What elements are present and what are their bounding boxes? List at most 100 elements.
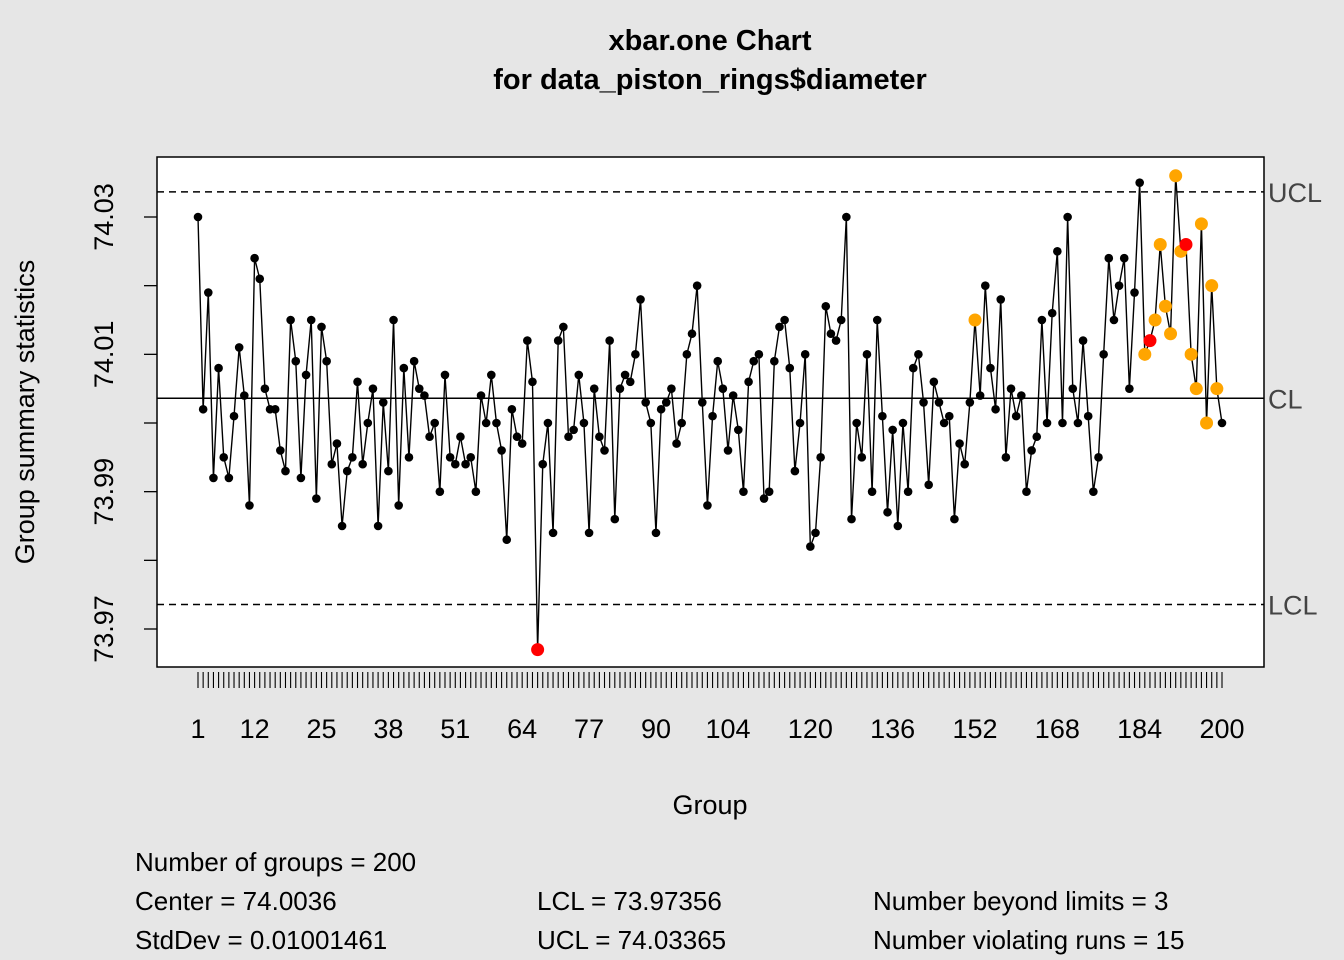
data-point: [363, 418, 373, 428]
data-point: [1032, 432, 1042, 442]
x-tick-label: 184: [1117, 714, 1162, 744]
data-point-violating-run: [1205, 279, 1219, 293]
data-point-violating-run: [1210, 382, 1224, 396]
data-point-violating-run: [1200, 416, 1214, 430]
chart-subtitle: for data_piston_rings$diameter: [493, 64, 927, 96]
data-point: [1114, 281, 1124, 290]
data-point: [224, 473, 234, 483]
data-point-violating-run: [1164, 327, 1178, 341]
plot-area: [156, 156, 1265, 668]
cl-label: CL: [1268, 384, 1303, 414]
y-axis: 73.97 73.99 74.01 74.03: [89, 183, 157, 663]
data-point: [692, 281, 702, 290]
data-point: [764, 487, 774, 496]
data-point: [677, 418, 686, 428]
data-point: [1022, 487, 1031, 496]
data-point: [975, 391, 985, 400]
data-point: [1135, 178, 1144, 187]
data-point: [1094, 453, 1103, 462]
data-point: [435, 487, 445, 496]
data-point: [651, 528, 661, 538]
data-point: [270, 404, 280, 414]
data-point: [888, 425, 897, 435]
data-point: [960, 459, 970, 469]
data-point: [1053, 247, 1062, 256]
data-point: [306, 315, 316, 325]
data-point: [847, 514, 856, 524]
data-point-violating-run: [1194, 217, 1208, 231]
data-point: [337, 521, 347, 531]
x-tick-label: 104: [705, 714, 750, 744]
data-point: [409, 356, 419, 366]
data-point: [502, 535, 512, 545]
data-point: [296, 473, 306, 483]
data-point: [1017, 391, 1026, 400]
data-point: [842, 212, 851, 222]
data-point: [240, 391, 249, 400]
data-point: [589, 384, 599, 393]
data-point: [461, 459, 470, 469]
data-point: [770, 356, 779, 366]
data-point: [785, 363, 795, 373]
data-point: [723, 446, 733, 455]
data-point: [414, 384, 424, 393]
data-point: [471, 487, 481, 496]
series-polyline: [197, 175, 1223, 650]
x-tick-label: 152: [952, 714, 997, 744]
data-point: [749, 356, 759, 366]
data-point: [934, 398, 944, 407]
data-point: [384, 466, 393, 476]
lcl-label: LCL: [1268, 591, 1318, 621]
data-point: [641, 398, 650, 407]
data-point: [564, 432, 573, 442]
data-point: [636, 295, 645, 304]
data-point: [867, 487, 877, 496]
data-point-violating-run: [1158, 299, 1172, 313]
data-point: [440, 370, 450, 380]
data-point: [389, 315, 398, 325]
data-point: [955, 439, 964, 448]
data-point: [574, 370, 584, 380]
data-point: [476, 391, 486, 400]
data-point: [1083, 411, 1093, 421]
data-point: [697, 398, 707, 407]
data-point: [950, 514, 959, 524]
data-point: [1217, 418, 1227, 428]
data-point: [281, 466, 290, 476]
data-point: [991, 404, 1000, 414]
data-point: [836, 315, 846, 325]
data-point: [193, 212, 203, 222]
x-tick-label: 25: [306, 714, 336, 744]
data-point: [358, 459, 367, 469]
x-axis-label: Group: [672, 790, 747, 820]
data-point: [625, 377, 635, 387]
data-point: [378, 398, 388, 407]
data-point: [996, 295, 1006, 304]
data-point: [1068, 384, 1078, 393]
data-point: [739, 487, 748, 496]
data-point: [487, 370, 496, 380]
data-point: [445, 453, 455, 462]
y-axis-label: Group summary statistics: [10, 260, 40, 565]
x-tick-label: 77: [574, 714, 604, 744]
data-point-violating-run: [1184, 347, 1198, 361]
data-point: [425, 432, 434, 442]
data-point: [883, 507, 892, 517]
data-point: [1027, 446, 1036, 455]
data-point: [929, 377, 939, 387]
data-point: [862, 350, 872, 359]
data-point: [986, 363, 995, 373]
data-point: [1089, 487, 1098, 496]
data-point: [353, 377, 362, 387]
data-point: [209, 473, 218, 483]
data-point: [394, 501, 403, 510]
data-point: [656, 404, 666, 414]
stat-center: Center = 74.0036: [135, 886, 337, 916]
data-point: [661, 398, 671, 407]
data-point: [399, 363, 409, 373]
data-point: [1011, 411, 1021, 421]
data-point: [795, 418, 805, 428]
data-point: [553, 336, 563, 345]
data-point: [1001, 453, 1011, 462]
data-point: [404, 453, 414, 462]
